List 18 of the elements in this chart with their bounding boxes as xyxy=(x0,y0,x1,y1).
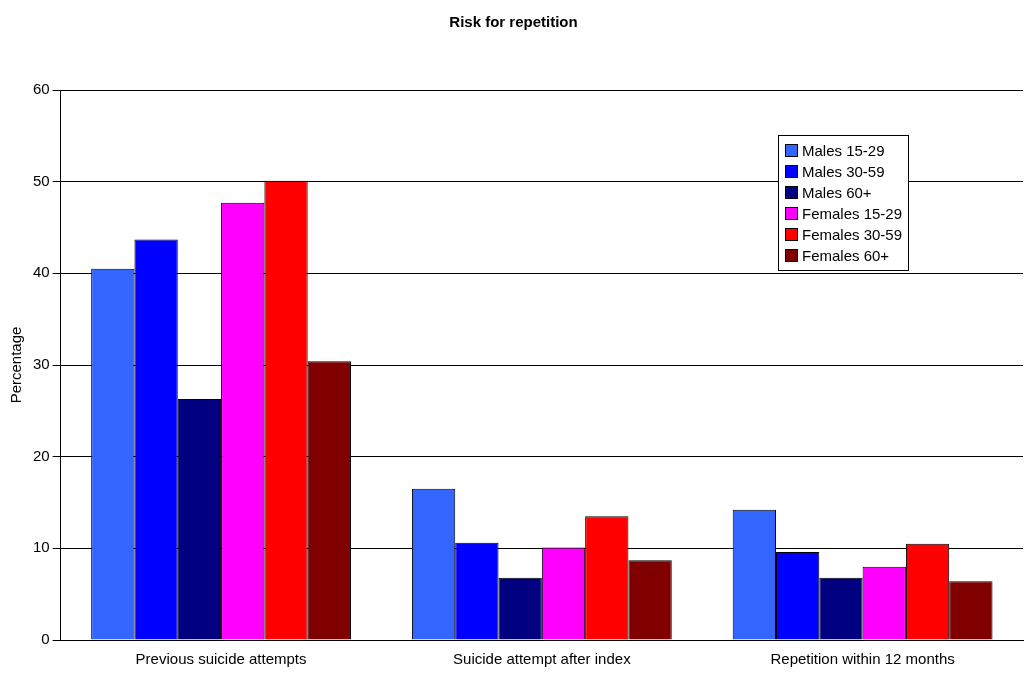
y-tick-label: 50 xyxy=(33,171,50,189)
chart-title: Risk for repetition xyxy=(449,13,578,31)
y-tick-label: 40 xyxy=(33,263,50,281)
y-tick-label: 30 xyxy=(33,355,50,373)
y-tick-label: 10 xyxy=(33,538,50,556)
x-tick-label: Previous suicide attempts xyxy=(135,650,307,668)
y-tick-label: 60 xyxy=(33,80,50,98)
y-tick-label: 0 xyxy=(41,630,50,648)
legend-label: Females 60+ xyxy=(801,246,891,266)
x-tick-label: Suicide attempt after index xyxy=(453,650,632,668)
legend-label: Females 30-59 xyxy=(801,225,903,245)
legend-label: Males 30-59 xyxy=(801,162,886,182)
legend-label: Males 60+ xyxy=(801,183,873,203)
legend-label: Males 15-29 xyxy=(801,141,886,161)
y-tick-label: 20 xyxy=(33,446,50,464)
y-axis-title: Percentage xyxy=(7,326,25,404)
x-tick-label: Repetition within 12 months xyxy=(770,650,955,668)
legend-label: Females 15-29 xyxy=(801,204,903,224)
